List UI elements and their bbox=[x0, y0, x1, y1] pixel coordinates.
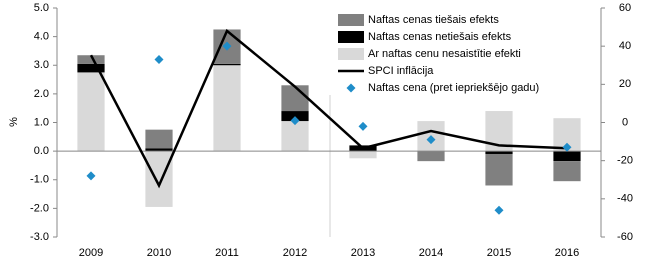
x-tick-label: 2016 bbox=[555, 247, 579, 259]
diamond-marker bbox=[86, 171, 96, 181]
y2-tick-label: -60 bbox=[617, 231, 633, 243]
diamond-marker bbox=[358, 121, 368, 131]
y-tick-label: 2.0 bbox=[34, 88, 49, 100]
bar bbox=[213, 63, 241, 66]
diamond-marker bbox=[154, 55, 164, 65]
bar bbox=[145, 148, 173, 152]
bar bbox=[77, 72, 105, 152]
diamond-marker bbox=[222, 41, 232, 51]
bar bbox=[485, 151, 513, 154]
y-axis-label: % bbox=[8, 117, 20, 127]
y2-tick-label: 40 bbox=[619, 40, 631, 52]
legend-label: Ar naftas cenu nesaistītie efekti bbox=[368, 48, 521, 60]
bar bbox=[485, 153, 513, 186]
legend-swatch bbox=[338, 31, 364, 43]
bar bbox=[281, 121, 309, 152]
bar bbox=[281, 85, 309, 112]
y2-tick-label: 60 bbox=[619, 2, 631, 14]
legend-label: Naftas cena (pret iepriekšējo gadu) bbox=[368, 82, 539, 94]
y2-tick-label: 0 bbox=[622, 116, 628, 128]
legend-box bbox=[334, 4, 596, 91]
y-tick-label: 4.0 bbox=[34, 31, 49, 43]
diamond-marker bbox=[290, 116, 300, 126]
bar bbox=[145, 129, 173, 149]
bar bbox=[553, 151, 581, 162]
bar bbox=[213, 65, 241, 152]
x-tick-label: 2009 bbox=[79, 247, 103, 259]
y-tick-label: 1.0 bbox=[34, 116, 49, 128]
diamond-marker bbox=[494, 205, 504, 215]
bar bbox=[77, 55, 105, 64]
legend-label: Naftas cenas tiešais efekts bbox=[368, 14, 499, 26]
legend-label: SPCI inflācija bbox=[368, 65, 434, 77]
legend-swatch bbox=[338, 14, 364, 26]
y-tick-label: -1.0 bbox=[30, 174, 49, 186]
y2-tick-label: 20 bbox=[619, 78, 631, 90]
legend-label: Naftas cenas netiešais efekts bbox=[368, 31, 512, 43]
line-series bbox=[89, 28, 568, 189]
bar bbox=[553, 161, 581, 182]
bar bbox=[77, 63, 105, 73]
x-tick-label: 2015 bbox=[487, 247, 511, 259]
x-tick-label: 2014 bbox=[419, 247, 443, 259]
legend-swatch bbox=[346, 83, 356, 93]
x-tick-label: 2012 bbox=[283, 247, 307, 259]
y-tick-label: 5.0 bbox=[34, 2, 49, 14]
x-tick-label: 2013 bbox=[351, 247, 375, 259]
y-tick-label: -3.0 bbox=[30, 231, 49, 243]
x-tick-label: 2010 bbox=[147, 247, 171, 259]
bar bbox=[349, 151, 377, 159]
y-tick-label: -2.0 bbox=[30, 202, 49, 214]
diamond-marker bbox=[426, 135, 436, 145]
y2-tick-label: -20 bbox=[617, 155, 633, 167]
legend-swatch bbox=[338, 48, 364, 60]
diamond-marker bbox=[562, 142, 572, 152]
bar bbox=[145, 151, 173, 207]
bar bbox=[417, 151, 445, 162]
y-tick-label: 0.0 bbox=[34, 145, 49, 157]
x-tick-label: 2011 bbox=[215, 247, 239, 259]
bar bbox=[281, 111, 309, 122]
y2-tick-label: -40 bbox=[617, 193, 633, 205]
y-tick-label: 3.0 bbox=[34, 59, 49, 71]
